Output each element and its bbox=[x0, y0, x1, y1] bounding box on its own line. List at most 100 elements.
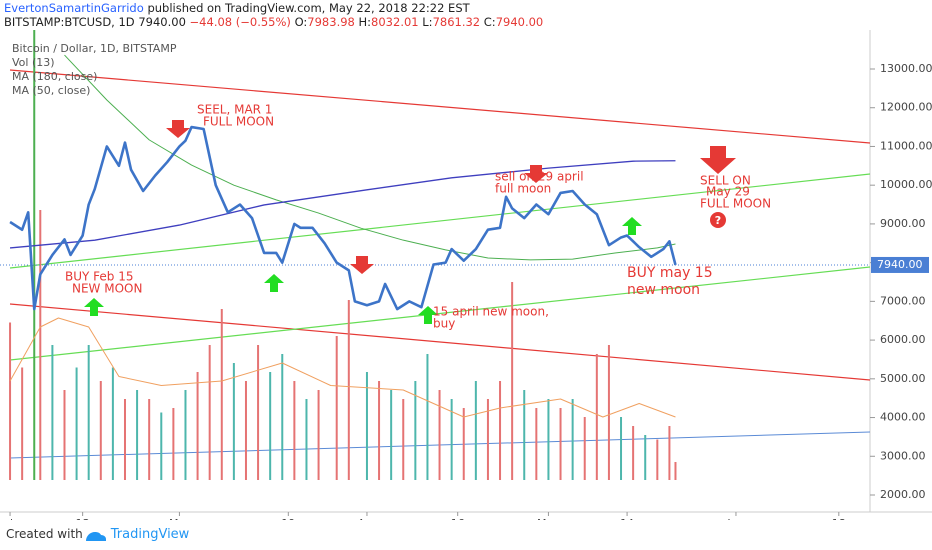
x-tick-label: 13 bbox=[76, 517, 90, 520]
volume-bar bbox=[674, 462, 677, 480]
legend: Bitcoin / Dollar, 1D, BITSTAMP Vol (13) … bbox=[12, 42, 177, 97]
annotation: May 29 bbox=[706, 185, 750, 199]
volume-bar bbox=[347, 300, 350, 480]
h-label: H: bbox=[358, 15, 372, 29]
publish-line: EvertonSamartinGarrido published on Trad… bbox=[4, 1, 470, 15]
annotation: 15 april new moon, bbox=[433, 305, 549, 319]
volume-bar bbox=[632, 426, 635, 480]
trend-line bbox=[9, 266, 870, 361]
volume-bar bbox=[571, 399, 574, 480]
trend-line bbox=[9, 69, 870, 144]
symbol: BITSTAMP:BTCUSD, 1D bbox=[4, 15, 135, 29]
y-tick-label: 6000.00 bbox=[880, 333, 926, 346]
question-icon bbox=[710, 212, 726, 228]
volume-bar bbox=[595, 354, 598, 480]
volume-bar bbox=[559, 408, 562, 480]
volume-bar bbox=[620, 417, 623, 480]
created-with: Created with bbox=[6, 527, 83, 541]
volume-bar bbox=[148, 399, 151, 480]
legend-entry: MA (50, close) bbox=[12, 84, 90, 97]
brand-logo bbox=[86, 532, 106, 541]
volume-bar bbox=[184, 390, 187, 480]
high: 8032.01 bbox=[371, 15, 419, 29]
volume-bar bbox=[426, 354, 429, 480]
annotation: sell on 29 april bbox=[495, 170, 584, 184]
volume-bar bbox=[547, 399, 550, 480]
volume-bar bbox=[51, 345, 54, 480]
volume-bar bbox=[269, 372, 272, 480]
volume-ma bbox=[9, 317, 676, 418]
series-line bbox=[64, 54, 676, 261]
x-tick-label: Jun bbox=[726, 517, 744, 520]
volume-bar bbox=[511, 282, 514, 480]
volume-bar bbox=[9, 322, 12, 480]
volume-bar bbox=[99, 381, 102, 480]
annotation: buy bbox=[433, 317, 455, 331]
volume-bar bbox=[390, 390, 393, 480]
annotations: SEEL, MAR 1 FULL MOON BUY Feb 15 NEW MOO… bbox=[65, 103, 771, 331]
volume-bar bbox=[87, 345, 90, 480]
volume-bar bbox=[499, 381, 502, 480]
volume-bar bbox=[123, 399, 126, 480]
annotation: FULL MOON bbox=[700, 197, 771, 211]
volume-bar bbox=[63, 390, 66, 480]
volume-bar bbox=[462, 408, 465, 480]
volume-bar bbox=[244, 381, 247, 480]
x-tick-label: 19 bbox=[281, 517, 295, 520]
annotation: SELL ON bbox=[700, 174, 751, 188]
arrows: ? bbox=[84, 120, 736, 324]
low: 7861.32 bbox=[432, 15, 481, 29]
question-mark: ? bbox=[715, 214, 721, 227]
y-tick-label: 13000.00 bbox=[880, 62, 932, 75]
y-tick-label: 3000.00 bbox=[880, 449, 926, 462]
buy-arrow bbox=[622, 217, 642, 235]
buy-arrow bbox=[84, 298, 104, 316]
volume-bar bbox=[293, 381, 296, 480]
volume-bar bbox=[21, 367, 24, 480]
volume-bar bbox=[378, 381, 381, 480]
annotation: BUY may 15 bbox=[627, 265, 713, 281]
volume-bar bbox=[402, 399, 405, 480]
y-tick-label: 2000.00 bbox=[880, 488, 926, 501]
volume-bar bbox=[450, 399, 453, 480]
annotation: NEW MOON bbox=[72, 282, 142, 296]
volume-bar bbox=[438, 390, 441, 480]
buy-arrow bbox=[264, 274, 284, 292]
volume-bar bbox=[305, 399, 308, 480]
volume-bar bbox=[668, 426, 671, 480]
chart: ? SEEL, MAR 1 FULL MOON BUY Feb 15 NEW M… bbox=[0, 30, 932, 520]
annotation: FULL MOON bbox=[203, 115, 274, 129]
change: −44.08 (−0.55%) bbox=[189, 15, 291, 29]
annotation: BUY Feb 15 bbox=[65, 270, 134, 284]
annotation: SEEL, MAR 1 bbox=[197, 103, 272, 117]
last-price-label: 7940.00 bbox=[877, 258, 923, 271]
x-tick-label: May bbox=[537, 517, 560, 520]
quote-line: BITSTAMP:BTCUSD, 1D 7940.00 −44.08 (−0.5… bbox=[4, 15, 543, 29]
volume-bar bbox=[172, 408, 175, 480]
series-line bbox=[9, 160, 676, 249]
volume-bar bbox=[656, 439, 659, 480]
published: published on TradingView.com, May 22, 20… bbox=[147, 1, 470, 15]
series-line bbox=[9, 125, 677, 311]
volume-bar bbox=[281, 354, 284, 480]
x-tick-label: eb bbox=[3, 517, 17, 520]
volume-bar bbox=[535, 408, 538, 480]
buy-arrow bbox=[418, 306, 438, 324]
brand[interactable]: TradingView bbox=[110, 527, 190, 542]
l-label: L: bbox=[422, 15, 433, 29]
volume-bar bbox=[583, 417, 586, 480]
close: 7940.00 bbox=[495, 15, 544, 29]
volume-bar bbox=[160, 412, 163, 480]
author[interactable]: EvertonSamartinGarrido bbox=[4, 1, 144, 15]
volume-bar bbox=[414, 381, 417, 480]
legend-entry: MA (180, close) bbox=[12, 70, 97, 83]
volume-bar bbox=[365, 372, 368, 480]
volume-bar bbox=[196, 372, 199, 480]
sell-arrow bbox=[700, 146, 736, 174]
sell-arrow bbox=[166, 120, 190, 138]
plot-area bbox=[0, 30, 870, 480]
open: 7983.98 bbox=[307, 15, 355, 29]
volume-bar bbox=[474, 381, 477, 480]
legend-entry: Vol (13) bbox=[12, 56, 55, 69]
y-tick-label: 11000.00 bbox=[880, 139, 932, 152]
